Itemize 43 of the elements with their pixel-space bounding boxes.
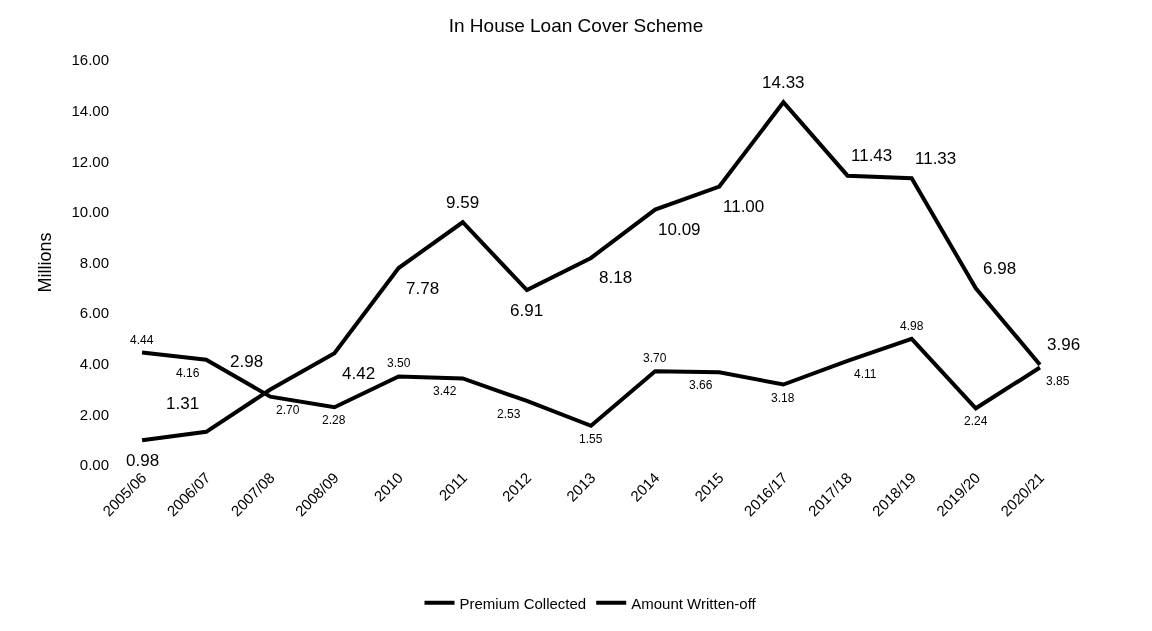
data-label: 7.78	[406, 279, 440, 298]
data-label: 2.24	[964, 414, 988, 428]
legend-label: Amount Written-off	[631, 594, 757, 612]
data-label: 6.91	[510, 301, 544, 320]
data-label: 2.98	[230, 352, 264, 371]
data-label: 3.96	[1047, 335, 1081, 354]
data-label: 3.66	[689, 378, 713, 392]
data-label: 3.42	[433, 384, 457, 398]
y-tick-label: 2.00	[79, 405, 109, 423]
data-label: 3.18	[771, 391, 795, 405]
data-label: 10.09	[658, 220, 701, 239]
data-label: 6.98	[983, 259, 1017, 278]
legend-label: Premium Collected	[459, 594, 587, 612]
data-label: 2.70	[276, 403, 300, 417]
data-label: 4.98	[900, 319, 924, 333]
data-label: 0.98	[126, 451, 160, 470]
data-label: 3.50	[387, 356, 411, 370]
y-tick-label: 10.00	[71, 203, 109, 221]
data-label: 2.28	[322, 413, 346, 427]
data-label: 11.43	[851, 146, 893, 165]
data-label: 3.85	[1046, 374, 1070, 388]
data-label: 2.53	[497, 407, 521, 421]
data-label: 11.00	[723, 197, 765, 216]
data-label: 4.11	[854, 367, 877, 381]
data-label: 1.31	[166, 394, 200, 413]
y-tick-label: 0.00	[79, 456, 109, 474]
chart-title: In House Loan Cover Scheme	[448, 15, 704, 37]
data-label: 8.18	[599, 268, 633, 287]
y-tick-label: 14.00	[71, 101, 109, 119]
data-label: 1.55	[579, 432, 603, 446]
y-tick-label: 12.00	[71, 152, 109, 170]
y-tick-label: 16.00	[71, 51, 109, 69]
data-label: 4.16	[176, 366, 200, 380]
data-label: 9.59	[446, 193, 480, 212]
data-label: 14.33	[762, 73, 805, 92]
data-label: 4.44	[130, 333, 154, 347]
data-label: 4.42	[342, 364, 376, 383]
y-axis-title: Millions	[34, 232, 55, 293]
y-tick-label: 8.00	[79, 253, 109, 271]
data-label: 3.70	[643, 351, 667, 365]
y-tick-label: 4.00	[79, 355, 109, 372]
y-tick-label: 6.00	[79, 304, 109, 322]
data-label: 11.33	[915, 149, 957, 168]
